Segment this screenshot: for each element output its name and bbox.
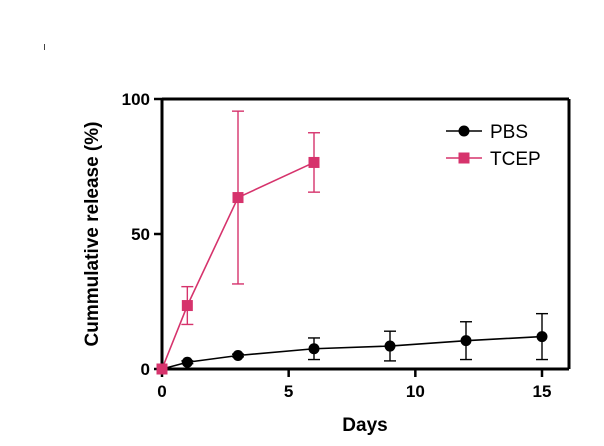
x-tick-label: 5	[284, 382, 293, 401]
pbs-point	[384, 340, 396, 352]
y-axis-title: Cummulative release (%)	[82, 122, 103, 347]
legend-label-pbs: PBS	[490, 122, 528, 143]
series-layer	[156, 110, 548, 375]
legend-label-tcep: TCEP	[490, 149, 541, 170]
legend-item-tcep: TCEP	[446, 149, 541, 170]
x-tick-label: 15	[533, 382, 552, 401]
pbs-point	[536, 331, 548, 343]
tcep-line	[161, 161, 315, 370]
ticks: 0 5 10 15 0 50 100	[122, 90, 552, 401]
tcep-point	[308, 156, 320, 168]
y-tick-label: 50	[131, 225, 150, 244]
x-axis-title: Days	[342, 415, 387, 436]
pbs-point	[232, 350, 244, 361]
y-tick-label: 100	[122, 90, 150, 109]
legend-item-pbs: PBS	[446, 122, 528, 143]
x-tick-label: 10	[406, 382, 425, 401]
legend-marker-pbs	[458, 125, 470, 137]
legend-marker-tcep	[458, 152, 470, 164]
stray-tick-mark	[44, 44, 45, 50]
legend: PBS TCEP	[446, 122, 541, 170]
tcep-point	[181, 300, 193, 312]
tcep-point	[156, 363, 168, 375]
pbs-point	[460, 335, 472, 347]
pbs-point	[308, 343, 320, 355]
x-tick-label: 0	[157, 382, 166, 401]
pbs-point	[181, 356, 193, 368]
tcep-point	[232, 192, 244, 204]
y-tick-label: 0	[141, 360, 150, 379]
pbs-line	[161, 335, 543, 370]
series-tcep	[156, 110, 320, 375]
series-pbs	[156, 312, 548, 375]
